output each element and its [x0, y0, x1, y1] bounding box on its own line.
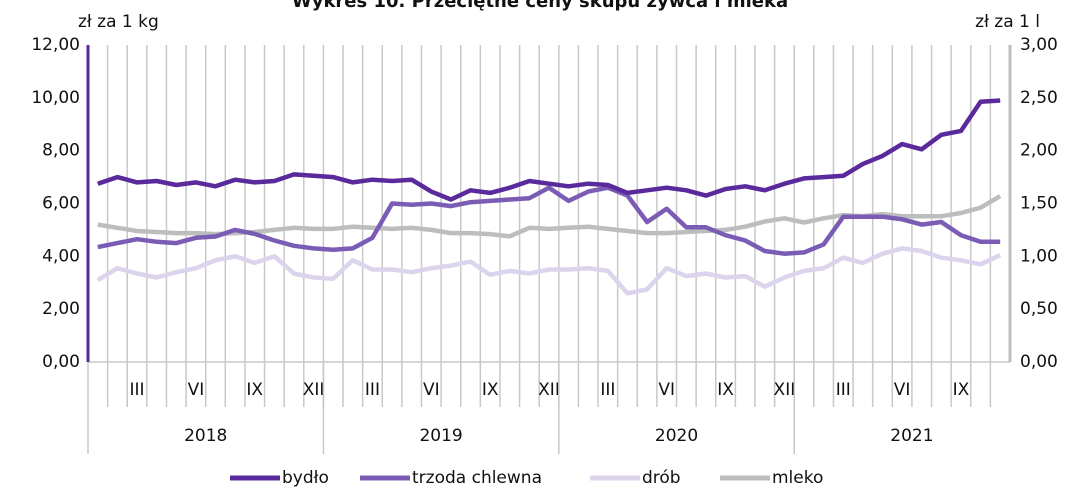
legend-label: drób [642, 468, 681, 488]
x-tick-label: IX [953, 380, 970, 400]
y-tick-label: 12,00 [31, 35, 80, 55]
year-label: 2018 [184, 426, 227, 446]
y2-tick-label: 3,00 [1020, 35, 1058, 55]
year-label: 2020 [655, 426, 698, 446]
x-tick-label: VI [188, 380, 205, 400]
x-tick-label: XII [538, 380, 560, 400]
legend-label: bydło [282, 468, 329, 488]
x-tick-label: IX [482, 380, 499, 400]
series-line [97, 185, 1001, 256]
y2-tick-label: 1,50 [1020, 194, 1058, 214]
y2-tick-label: 2,00 [1020, 141, 1058, 161]
legend-label: mleko [772, 468, 823, 488]
y2-tick-label: 2,50 [1020, 88, 1058, 108]
legend-label: trzoda chlewna [412, 468, 542, 488]
x-tick-label: IX [717, 380, 734, 400]
y2-axis-label: zł za 1 l [975, 12, 1040, 32]
x-tick-label: VI [423, 380, 440, 400]
x-tick-label: III [130, 380, 145, 400]
x-tick-label: VI [894, 380, 911, 400]
x-tick-label: III [365, 380, 380, 400]
y-tick-label: 0,00 [42, 352, 80, 372]
y-tick-label: 6,00 [42, 194, 80, 214]
x-tick-label: XII [303, 380, 325, 400]
y2-tick-label: 0,50 [1020, 299, 1058, 319]
y-tick-label: 8,00 [42, 141, 80, 161]
x-tick-label: VI [658, 380, 675, 400]
chart-title: Wykres 10. Przeciętne ceny skupu żywca i… [292, 0, 788, 12]
year-label: 2019 [419, 426, 462, 446]
y-tick-label: 10,00 [31, 88, 80, 108]
y2-tick-label: 1,00 [1020, 246, 1058, 266]
series-line [96, 246, 1002, 296]
x-tick-label: III [836, 380, 851, 400]
x-tick-label: XII [774, 380, 796, 400]
x-tick-label: III [600, 380, 615, 400]
x-tick-label: IX [246, 380, 263, 400]
y-tick-label: 2,00 [42, 299, 80, 319]
y2-tick-label: 0,00 [1020, 352, 1058, 372]
series-line [97, 98, 1001, 202]
year-label: 2021 [890, 426, 933, 446]
y-axis-label: zł za 1 kg [78, 12, 159, 32]
y-tick-label: 4,00 [42, 246, 80, 266]
